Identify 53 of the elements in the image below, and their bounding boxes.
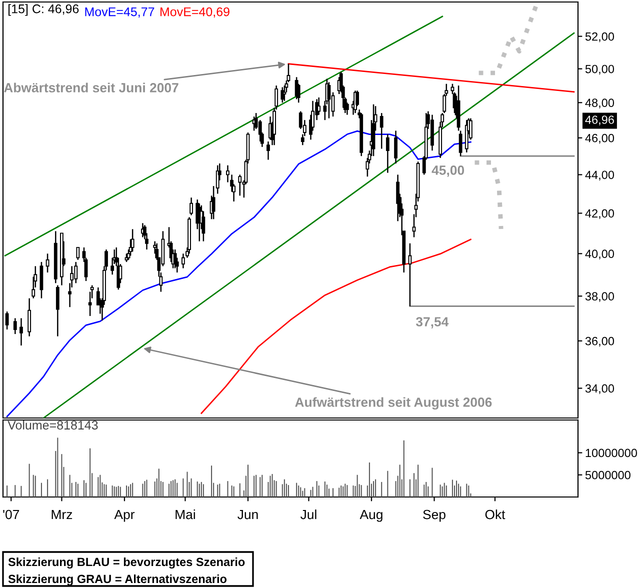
candlestick xyxy=(380,112,384,150)
y-tick-label: 38,00 xyxy=(585,292,614,302)
candlestick xyxy=(28,298,32,337)
candlestick xyxy=(212,185,216,220)
candlestick xyxy=(458,130,462,157)
x-tick-label: Jun xyxy=(238,510,258,520)
x-tick-label: '07 xyxy=(3,510,20,520)
y-tick-label: 50,00 xyxy=(585,64,614,75)
text: 46,96 xyxy=(585,116,614,126)
text: Skizzierung GRAU = Alternativszenario xyxy=(8,574,227,586)
candlestick xyxy=(238,174,242,196)
candlestick xyxy=(56,284,60,337)
candlestick xyxy=(190,196,193,216)
candlestick xyxy=(345,102,349,116)
x-tick-label: Mai xyxy=(176,510,195,520)
y-tick-label: 46,00 xyxy=(585,134,614,144)
candlestick xyxy=(13,318,17,335)
y-tick-label: 10000000 xyxy=(586,448,638,458)
candlestick xyxy=(394,130,398,164)
text: Skizzierung BLAU = bevorzugtes Szenario xyxy=(8,557,245,569)
annotation: 37,54 xyxy=(416,317,449,328)
y-tick-label: 34,00 xyxy=(585,384,614,394)
y-tick-label: 52,00 xyxy=(585,32,614,42)
candlestick xyxy=(5,310,9,330)
y-tick-label: 40,00 xyxy=(585,250,614,260)
x-tick-label: Sep xyxy=(423,510,446,522)
candlestick xyxy=(130,228,134,252)
candlestick xyxy=(464,119,468,154)
x-tick-label: Jul xyxy=(300,510,316,520)
x-tick-label: Apr xyxy=(114,510,135,522)
candlestick xyxy=(216,164,220,194)
chart-title: Volume=818143 xyxy=(8,420,98,430)
y-tick-label: 36,00 xyxy=(585,336,614,347)
y-tick-label: 5000000 xyxy=(585,470,630,480)
x-tick-label: Okt xyxy=(485,510,506,520)
y-tick-label: 42,00 xyxy=(585,209,614,220)
candlestick xyxy=(76,246,80,260)
y-tick-label: 44,00 xyxy=(585,170,614,180)
candlestick xyxy=(74,261,78,284)
candlestick xyxy=(408,242,412,307)
annotation: 45,00 xyxy=(432,166,464,177)
text: MovE=45,77 xyxy=(85,7,154,18)
candlestick xyxy=(386,134,390,174)
x-tick-label: Aug xyxy=(360,510,382,522)
candlestick xyxy=(20,318,23,346)
text: MovE=40,69 xyxy=(160,7,230,18)
y-tick-label: 48,00 xyxy=(585,98,614,108)
x-tick-label: Mrz xyxy=(52,510,72,520)
candlestick xyxy=(159,272,163,292)
annotation: Aufwärtstrend seit August 2006 xyxy=(295,397,492,410)
candlestick xyxy=(282,84,286,102)
chart-title: [15] C: 46,96 xyxy=(8,4,79,16)
annotation: Abwärtstrend seit Juni 2007 xyxy=(4,82,178,92)
